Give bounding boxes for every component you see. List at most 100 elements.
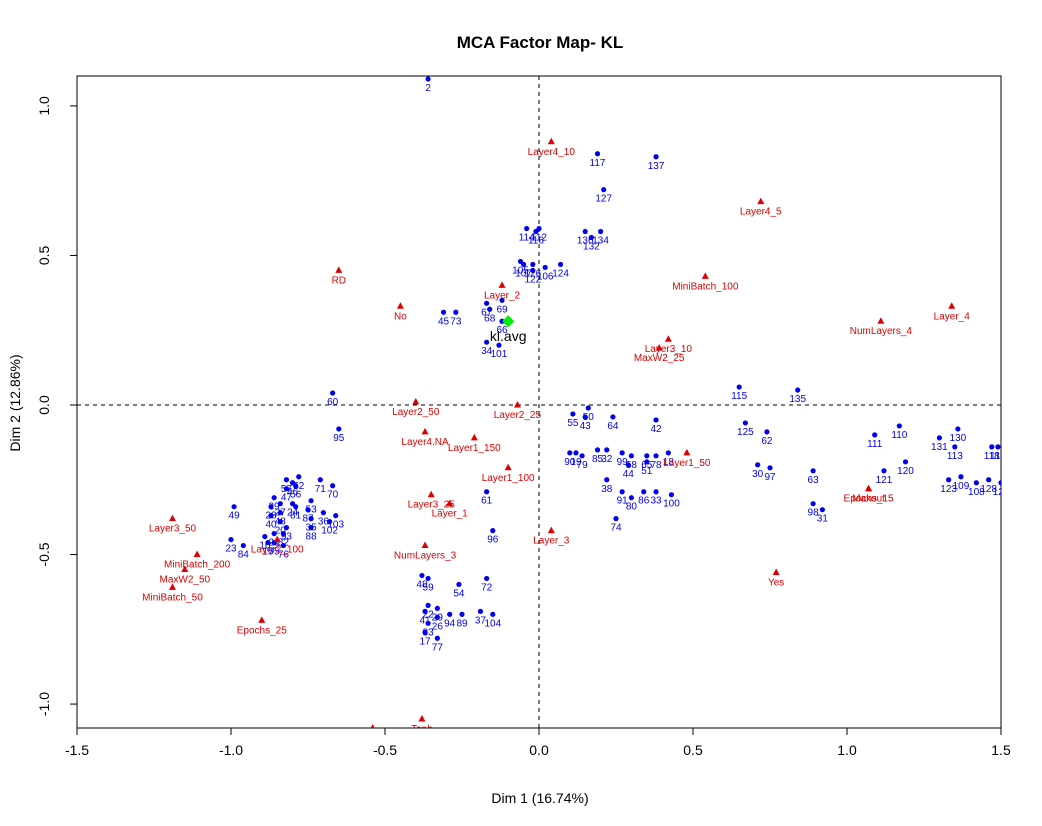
individual-label: 51 bbox=[641, 466, 653, 477]
individual-point bbox=[305, 507, 311, 513]
individual-point bbox=[872, 432, 878, 438]
individual-point bbox=[585, 405, 591, 411]
category-point bbox=[421, 541, 429, 549]
category-point bbox=[258, 616, 266, 623]
individual-point bbox=[484, 300, 490, 306]
individual-point bbox=[582, 414, 588, 420]
individual-point bbox=[995, 444, 1001, 450]
category-label: Layer2_100 bbox=[251, 545, 304, 556]
category-label: Layer3_50 bbox=[149, 524, 197, 535]
individual-point bbox=[644, 453, 650, 459]
individual-point bbox=[490, 611, 496, 617]
individual-point bbox=[973, 480, 979, 486]
individual-label: 2 bbox=[425, 83, 431, 94]
individual-label: 60 bbox=[327, 397, 339, 408]
individual-label: 113 bbox=[947, 451, 963, 462]
category-label: Layer_1 bbox=[432, 509, 469, 520]
individual-point bbox=[330, 483, 336, 489]
individual-label: 131 bbox=[931, 442, 948, 453]
individual-point bbox=[530, 267, 536, 274]
individual-label: 65 bbox=[641, 460, 653, 471]
individual-point bbox=[570, 411, 576, 417]
individual-label: 16 bbox=[259, 541, 271, 552]
individual-label: 105 bbox=[512, 265, 529, 276]
category-point bbox=[757, 197, 765, 205]
category-point bbox=[427, 490, 435, 498]
category-label: Layer_4 bbox=[934, 311, 971, 322]
individual-point bbox=[582, 228, 588, 235]
category-label: Layer3_25 bbox=[408, 500, 456, 511]
individual-point bbox=[628, 495, 635, 501]
individual-label: 77 bbox=[432, 642, 444, 653]
individual-label: 85 bbox=[592, 454, 604, 465]
category-point bbox=[168, 514, 176, 522]
individual-label: 119 bbox=[990, 451, 1006, 462]
individual-label: 19 bbox=[570, 457, 582, 468]
individual-point bbox=[601, 187, 607, 193]
category-point bbox=[335, 266, 343, 273]
individual-point bbox=[228, 536, 234, 543]
individual-label: 59 bbox=[423, 582, 435, 593]
individual-point bbox=[484, 339, 490, 345]
individual-point bbox=[434, 614, 440, 620]
category-label: RD bbox=[332, 275, 346, 286]
individual-label: 81 bbox=[290, 511, 302, 522]
category-point bbox=[772, 568, 780, 575]
chart-title: MCA Factor Map- KL bbox=[457, 33, 624, 52]
individual-point bbox=[604, 447, 610, 453]
category-label: MiniBatch_50 bbox=[142, 592, 203, 603]
individual-point bbox=[628, 453, 635, 459]
individual-point bbox=[293, 504, 299, 510]
individual-label: 42 bbox=[650, 424, 662, 435]
individual-point bbox=[641, 489, 647, 495]
individual-point bbox=[588, 234, 594, 241]
individual-point bbox=[277, 510, 283, 516]
individual-label: 26 bbox=[432, 621, 444, 632]
individual-label: 17 bbox=[419, 636, 431, 647]
individual-label: 69 bbox=[496, 304, 508, 315]
individual-point bbox=[902, 459, 909, 465]
individual-point bbox=[240, 542, 246, 549]
supplementary-label: kl.avg bbox=[490, 328, 527, 344]
category-label: MiniBatch_200 bbox=[164, 560, 231, 571]
category-point bbox=[498, 281, 506, 288]
x-tick-label: 0.5 bbox=[683, 742, 703, 758]
individual-label: 127 bbox=[595, 194, 612, 205]
category-label: Layer1_100 bbox=[482, 473, 535, 484]
category-point bbox=[396, 302, 404, 309]
individual-point bbox=[333, 513, 339, 519]
individual-point bbox=[936, 435, 943, 441]
individual-point bbox=[447, 611, 453, 617]
individual-label: 110 bbox=[891, 430, 907, 441]
individual-point bbox=[619, 489, 625, 495]
category-point bbox=[470, 433, 478, 441]
individual-label: 96 bbox=[487, 535, 499, 546]
individual-label: 39 bbox=[269, 502, 281, 513]
individual-label: 120 bbox=[897, 466, 914, 477]
individual-point bbox=[425, 620, 431, 626]
individual-label: 116 bbox=[528, 236, 544, 247]
individual-label: 100 bbox=[663, 499, 680, 510]
individual-point bbox=[422, 608, 428, 614]
individual-label: 23 bbox=[225, 544, 237, 555]
individual-point bbox=[594, 151, 601, 157]
category-label: Tanh bbox=[411, 724, 433, 735]
individual-point bbox=[459, 611, 465, 617]
individual-label: 83 bbox=[423, 627, 435, 638]
category-point bbox=[664, 335, 672, 342]
individual-point bbox=[998, 480, 1001, 486]
individual-point bbox=[579, 453, 585, 459]
individual-point bbox=[277, 501, 283, 507]
individual-label: 45 bbox=[438, 316, 450, 327]
individual-label: 129 bbox=[993, 487, 1010, 498]
category-label: NumLayers_4 bbox=[850, 326, 913, 337]
category-point bbox=[547, 526, 555, 534]
individual-label: 78 bbox=[650, 460, 662, 471]
individual-point bbox=[736, 384, 742, 390]
individual-point bbox=[487, 306, 493, 312]
category-label: Layer1_50 bbox=[663, 458, 711, 469]
individual-point bbox=[265, 539, 271, 546]
category-point bbox=[683, 448, 691, 456]
individual-label: 18 bbox=[663, 457, 675, 468]
individual-label: 101 bbox=[491, 349, 508, 360]
